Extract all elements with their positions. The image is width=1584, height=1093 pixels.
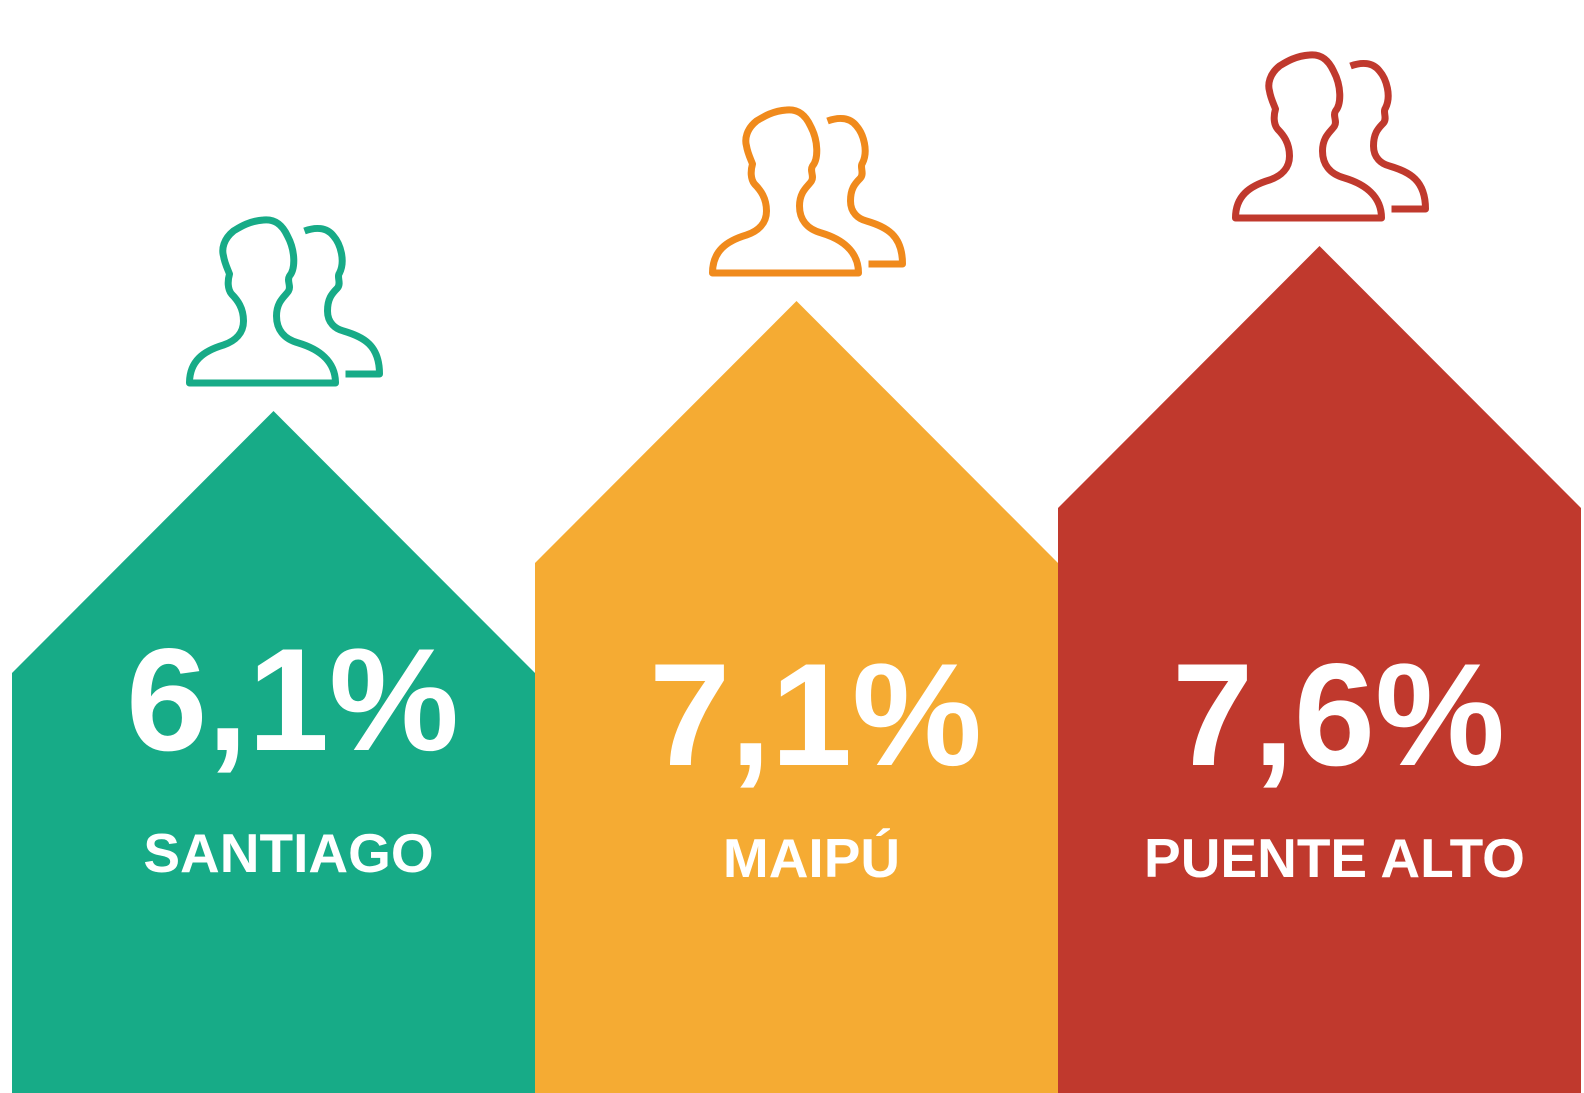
icon-front-person xyxy=(1232,51,1385,222)
people-icon xyxy=(1232,51,1429,222)
category-label: PUENTE ALTO xyxy=(1144,827,1525,889)
people-icon xyxy=(186,216,383,387)
value-label: 6,1% xyxy=(126,618,459,781)
icon-back-person xyxy=(826,114,906,268)
value-label: 7,1% xyxy=(649,633,982,796)
house-bar xyxy=(12,411,535,1093)
icon-back-person xyxy=(303,224,383,378)
category-label: MAIPÚ xyxy=(723,827,900,889)
icon-front-person xyxy=(709,106,862,277)
house-bar xyxy=(535,301,1058,1093)
icon-front-person xyxy=(186,216,339,387)
people-icon xyxy=(709,106,906,277)
icon-back-person xyxy=(1349,59,1429,213)
house-bar xyxy=(1058,246,1581,1093)
category-label: SANTIAGO xyxy=(143,822,433,884)
value-label: 7,6% xyxy=(1172,633,1505,796)
